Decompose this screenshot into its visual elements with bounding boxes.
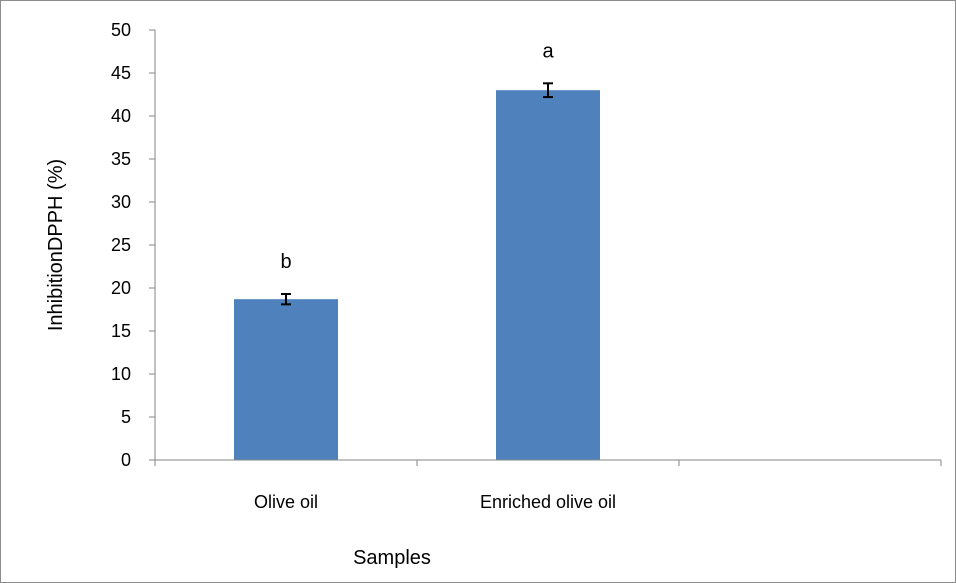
category-label: Olive oil — [254, 492, 318, 512]
y-axis-title: InhibitionDPPH (%) — [45, 159, 67, 331]
significance-label: a — [542, 40, 554, 62]
y-tick-label: 15 — [111, 321, 131, 341]
data-labels: ba — [280, 40, 554, 273]
y-axis-ticks: 0 5 10 15 20 25 30 35 40 45 50 — [111, 20, 155, 470]
bar — [496, 90, 600, 460]
x-axis-title: Samples — [353, 547, 431, 569]
bars — [234, 90, 600, 460]
y-tick-label: 25 — [111, 235, 131, 255]
y-tick-label: 20 — [111, 278, 131, 298]
y-tick-label: 45 — [111, 63, 131, 83]
y-tick-label: 10 — [111, 364, 131, 384]
bar — [234, 299, 338, 460]
y-tick-label: 40 — [111, 106, 131, 126]
error-bars — [281, 82, 553, 306]
category-label: Enriched olive oil — [480, 492, 616, 512]
x-axis-ticks — [154, 460, 942, 466]
significance-label: b — [280, 251, 291, 273]
category-labels: Olive oil Enriched olive oil — [254, 492, 616, 512]
y-tick-label: 5 — [121, 407, 131, 427]
y-tick-label: 50 — [111, 20, 131, 40]
y-tick-label: 35 — [111, 149, 131, 169]
y-tick-label: 30 — [111, 192, 131, 212]
y-tick-label: 0 — [121, 450, 131, 470]
